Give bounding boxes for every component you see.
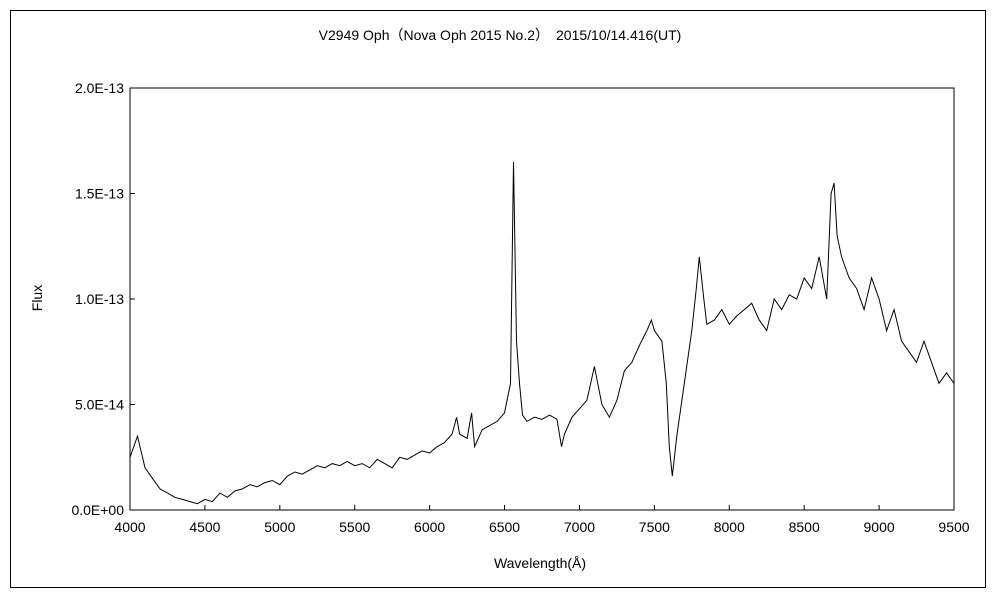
x-tick-label: 8000 [714, 519, 745, 535]
y-tick-label: 0.0E+00 [71, 502, 124, 518]
chart-title: V2949 Oph（Nova Oph 2015 No.2） 2015/10/14… [319, 27, 682, 43]
x-tick-label: 5500 [339, 519, 370, 535]
x-tick-label: 4500 [189, 519, 220, 535]
x-tick-label: 6000 [414, 519, 445, 535]
x-tick-label: 7000 [564, 519, 595, 535]
y-tick-label: 1.5E-13 [75, 186, 124, 202]
chart-frame [10, 10, 986, 588]
x-tick-label: 4000 [114, 519, 145, 535]
y-tick-label: 1.0E-13 [75, 291, 124, 307]
x-tick-label: 9000 [864, 519, 895, 535]
y-axis-label: Flux [29, 285, 45, 311]
x-axis-label: Wavelength(Å) [494, 555, 586, 571]
x-tick-label: 9500 [938, 519, 969, 535]
y-tick-label: 5.0E-14 [75, 397, 124, 413]
x-tick-label: 5000 [264, 519, 295, 535]
x-tick-label: 8500 [789, 519, 820, 535]
x-tick-label: 7500 [639, 519, 670, 535]
plot-area [129, 87, 955, 511]
x-axis: 4000 4500 5000 5500 6000 6500 7000 7500 8000 8500… [114, 505, 970, 535]
y-axis: 0.0E+00 5.0E-14 1.0E-13 1.5E-13 2.0E-13 [71, 80, 135, 518]
y-tick-label: 2.0E-13 [75, 80, 124, 96]
x-tick-label: 6500 [489, 519, 520, 535]
spectrum-line [129, 161, 955, 505]
